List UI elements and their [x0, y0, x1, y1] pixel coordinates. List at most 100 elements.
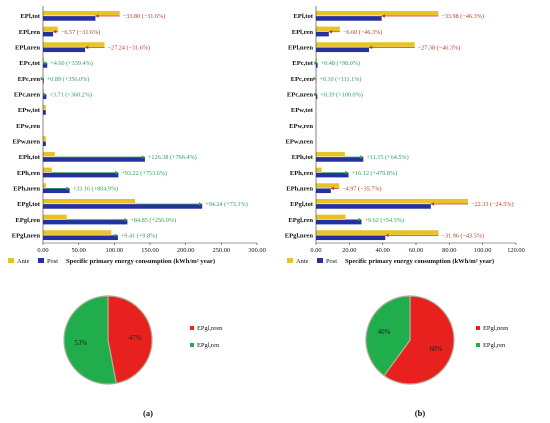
bar-ante-epltot: [316, 10, 439, 16]
change-arrowhead-epcren: [313, 76, 317, 81]
bar-ante-epglnren: [43, 230, 112, 235]
bar-chart-a: EPl,tot −33.80 (−31.6%) EPl,ren −6.57 (−31.…: [8, 6, 266, 418]
change-arrowhead-eplnren: [85, 45, 89, 50]
bar-ante-epglren: [43, 214, 67, 220]
bar-ante-epgltot: [316, 198, 468, 204]
change-arrowhead-ephtot: [360, 155, 364, 159]
bar-ante-epglren: [316, 214, 346, 220]
x-tick-label: 250.00: [213, 247, 231, 254]
bar-post-eplnren: [43, 47, 86, 53]
pie-slice-epglren: [63, 295, 117, 385]
bar-post-ephnren: [316, 188, 331, 194]
category-label-epwtot: EPw,tot: [291, 107, 314, 114]
change-label-epcren: +0.10 (+111.1%): [319, 76, 361, 83]
bar-ante-epglnren: [316, 230, 439, 235]
x-tick-label: 150.00: [141, 247, 159, 254]
bar-post-epltot: [43, 16, 96, 21]
x-tick-label: 20.00: [342, 247, 356, 254]
change-arrowhead-ephnren: [330, 186, 335, 191]
change-arrowhead-eplren: [328, 29, 333, 34]
category-label-epcnren: EPc,nren: [287, 92, 313, 99]
category-label-epwnren: EPw,nren: [285, 139, 313, 146]
change-label-eplnren: −27.24 (−31.6%): [108, 44, 151, 51]
category-label-epwnren: EPw,nren: [12, 139, 40, 146]
panel-caption-b: (b): [415, 408, 426, 418]
change-label-epltot: −33.80 (−31.6%): [123, 13, 166, 20]
change-label-epcren: +0.89 (+356.0%): [47, 76, 90, 83]
change-label-eplren: −6.60 (−46.3%): [343, 29, 382, 36]
change-arrowhead-eplnren: [369, 45, 373, 50]
legend-swatch-ante: [8, 258, 14, 263]
bar-ante-epgltot: [43, 198, 136, 204]
category-label-ephnren: EPh,nren: [13, 186, 40, 193]
category-label-epglren: EPgl,ren: [15, 217, 40, 224]
bar-ante-epctot: [316, 57, 317, 63]
bar-post-epcren: [43, 78, 44, 84]
pie-legend-label-epglnren: EPgl,nren: [483, 325, 509, 332]
category-label-ephtot: EPh,tot: [292, 154, 314, 161]
bar-ante-ephnren: [316, 183, 340, 188]
change-arrowhead-epcren: [40, 76, 44, 81]
x-tick-label: 0.00: [310, 247, 321, 254]
change-label-epglren: +84.85 (+256.0%): [130, 217, 176, 224]
legend-label-post: Post: [47, 258, 58, 265]
bar-post-ephnren: [43, 188, 70, 194]
bar-ante-ephnren: [43, 183, 46, 188]
category-label-eplnren: EPl,nren: [15, 45, 40, 52]
change-arrowhead-eplren: [53, 29, 57, 34]
change-arrowhead-epglren: [358, 217, 362, 222]
pie-legend-label-epglnren: EPgl,nren: [197, 325, 223, 332]
bar-post-eplren: [43, 31, 54, 37]
x-tick-label: 100.00: [474, 247, 492, 254]
category-label-epltot: EPl,tot: [20, 13, 40, 20]
change-arrowhead-ephtot: [141, 155, 145, 159]
x-tick-label: 50.00: [71, 247, 85, 254]
pie-slice-epglnren: [107, 295, 153, 384]
change-label-ephnren: +33.16 (+804.9%): [73, 185, 119, 192]
category-label-epglren: EPgl,ren: [288, 217, 313, 224]
bar-post-ephren: [316, 172, 349, 178]
bar-post-eplnren: [316, 47, 369, 53]
change-arrowhead-ephnren: [66, 186, 70, 191]
change-label-ephren: +93.22 (+753.6%): [121, 170, 167, 177]
change-arrowhead-ephren: [115, 170, 119, 175]
category-label-epltot: EPl,tot: [293, 13, 313, 20]
change-label-eplnren: −27.38 (−46.3%): [418, 44, 461, 51]
bar-post-ephren: [43, 172, 119, 178]
bar-ante-epwnren: [43, 136, 46, 141]
category-label-epctot: EPc,tot: [292, 60, 313, 67]
change-arrowhead-epgltot: [430, 202, 435, 206]
category-label-epglnren: EPgl,nren: [285, 233, 314, 240]
change-arrowhead-epglren: [124, 217, 128, 222]
change-label-epgltot: −22.33 (−24.5%): [471, 201, 514, 208]
bar-post-epcnren: [316, 94, 318, 100]
category-label-epglnren: EPgl,nren: [12, 233, 41, 240]
category-label-eplren: EPl,ren: [292, 29, 314, 36]
bar-post-ephtot: [316, 157, 364, 162]
bar-ante-ephren: [316, 167, 322, 173]
change-label-epctot: +4.60 (+339.4%): [50, 60, 93, 67]
change-label-epcnren: +3.71 (+360.2%): [49, 91, 92, 98]
x-tick-label: 80.00: [442, 247, 456, 254]
x-axis-title: Specific primary energy consumption (kWh…: [345, 258, 494, 265]
bar-ante-ephtot: [316, 151, 345, 157]
bar-post-epgltot: [316, 204, 431, 209]
change-arrowhead-epctot: [44, 61, 48, 65]
bar-post-epctot: [43, 63, 48, 68]
bar-ante-ephtot: [43, 151, 55, 157]
category-label-epcnren: EPc,nren: [14, 92, 40, 99]
pie-chart-a: 47% 53% EPgl,nren EPgl,ren: [63, 295, 223, 385]
pie-value-label-epglnren: 47%: [129, 334, 142, 342]
x-tick-label: 120.00: [507, 247, 525, 254]
panel-caption-a: (a): [143, 408, 153, 418]
legend-label-post: Post: [326, 258, 337, 265]
bar-ante-epcnren: [43, 89, 44, 94]
x-tick-label: 100.00: [106, 247, 124, 254]
change-label-epglren: +9.62 (+54.3%): [365, 217, 404, 224]
bar-ante-epltot: [43, 10, 120, 16]
pie-legend-label-epglren: EPgl,ren: [197, 342, 220, 349]
x-tick-label: 300.00: [248, 247, 266, 254]
bar-ante-eplnren: [316, 42, 415, 47]
